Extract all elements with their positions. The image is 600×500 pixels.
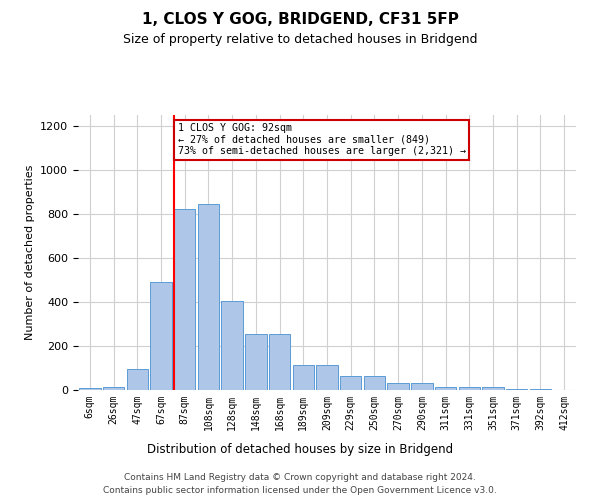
Bar [506, 389, 527, 390]
Bar [530, 389, 551, 390]
Bar [221, 301, 243, 390]
Bar [340, 376, 361, 390]
Bar [269, 334, 290, 390]
Text: 1, CLOS Y GOG, BRIDGEND, CF31 5FP: 1, CLOS Y GOG, BRIDGEND, CF31 5FP [142, 12, 458, 28]
Bar [411, 384, 433, 390]
Bar [245, 334, 266, 390]
Bar [127, 369, 148, 390]
Text: Distribution of detached houses by size in Bridgend: Distribution of detached houses by size … [147, 442, 453, 456]
Bar [293, 364, 314, 390]
Text: Contains public sector information licensed under the Open Government Licence v3: Contains public sector information licen… [103, 486, 497, 495]
Text: Contains HM Land Registry data © Crown copyright and database right 2024.: Contains HM Land Registry data © Crown c… [124, 474, 476, 482]
Bar [79, 388, 101, 390]
Bar [198, 204, 219, 390]
Y-axis label: Number of detached properties: Number of detached properties [25, 165, 35, 340]
Bar [435, 386, 456, 390]
Text: 1 CLOS Y GOG: 92sqm
← 27% of detached houses are smaller (849)
73% of semi-detac: 1 CLOS Y GOG: 92sqm ← 27% of detached ho… [178, 123, 466, 156]
Bar [458, 386, 480, 390]
Text: Size of property relative to detached houses in Bridgend: Size of property relative to detached ho… [123, 32, 477, 46]
Bar [364, 376, 385, 390]
Bar [151, 282, 172, 390]
Bar [103, 388, 124, 390]
Bar [388, 384, 409, 390]
Bar [482, 386, 503, 390]
Bar [316, 364, 338, 390]
Bar [174, 208, 196, 390]
